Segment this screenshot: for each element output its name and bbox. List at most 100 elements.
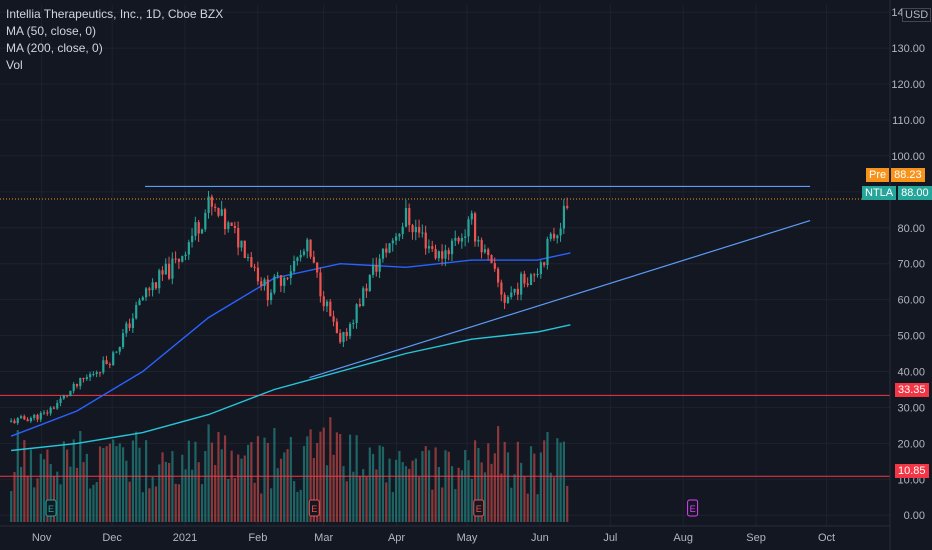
volume-bar — [319, 431, 322, 522]
candle-body — [200, 229, 204, 234]
volume-bar — [286, 449, 289, 522]
volume-bar — [279, 458, 283, 522]
volume-bar — [95, 482, 98, 522]
candle-body — [490, 255, 493, 264]
volume-bar — [223, 435, 227, 522]
candle-body — [493, 263, 496, 269]
volume-bar — [174, 483, 177, 522]
volume-legend[interactable]: Vol — [6, 58, 23, 72]
candle-body — [214, 206, 217, 208]
ascending-trendline[interactable] — [309, 220, 811, 379]
candle-body — [85, 377, 88, 380]
volume-bar — [131, 440, 135, 522]
candle-body — [279, 275, 283, 286]
volume-bar — [470, 478, 473, 522]
candle-body — [26, 419, 29, 422]
volume-bar — [220, 449, 223, 522]
earnings-marker[interactable]: E — [687, 499, 699, 517]
volume-bar — [536, 494, 539, 522]
volume-bar — [309, 429, 312, 522]
trend-lines[interactable] — [145, 185, 811, 379]
candle-body — [533, 274, 536, 276]
ma200-legend[interactable]: MA (200, close, 0) — [6, 41, 103, 55]
y-tick-label: 0.00 — [904, 510, 925, 522]
candle-body — [62, 395, 65, 399]
candle-body — [197, 222, 200, 234]
candle-body — [266, 279, 269, 301]
ma50-legend[interactable]: MA (50, close, 0) — [6, 24, 97, 38]
candle-body — [543, 262, 546, 266]
candle-body — [483, 249, 487, 253]
volume-bar — [191, 469, 194, 522]
volume-bar — [523, 476, 526, 522]
candle-body — [164, 263, 167, 275]
candle-body — [375, 264, 378, 272]
candle-body — [398, 234, 401, 237]
volume-bar — [171, 451, 174, 522]
earnings-marker[interactable]: E — [45, 499, 57, 517]
volume-bar — [539, 452, 542, 522]
volume-bar — [194, 441, 197, 522]
symbol-title[interactable]: Intellia Therapeutics, Inc., 1D, Cboe BZ… — [6, 7, 224, 21]
candle-body — [151, 282, 154, 291]
level-high-tag: 33.35 — [895, 383, 929, 397]
volume-bar — [141, 492, 144, 522]
volume-bar — [214, 464, 217, 522]
candle-body — [302, 251, 306, 255]
volume-bar — [329, 417, 332, 522]
candle-body — [43, 412, 46, 414]
volume-bar — [230, 450, 233, 522]
candle-body — [289, 271, 292, 278]
volume-bar — [381, 446, 385, 522]
candle-body — [207, 196, 210, 213]
volume-bar — [10, 490, 13, 522]
candle-body — [365, 288, 368, 292]
candle-body — [144, 288, 148, 298]
earnings-marker-box — [45, 499, 57, 517]
earnings-marker[interactable]: E — [308, 499, 320, 517]
candle-body — [322, 296, 325, 307]
volume-bar — [421, 451, 424, 522]
candle-body — [260, 281, 263, 287]
volume-bar — [398, 450, 401, 522]
candle-body — [434, 248, 437, 259]
volume-bar — [36, 478, 39, 522]
candle-body — [312, 256, 315, 263]
pre-market-tag: Pre 88.23 — [866, 168, 925, 182]
volume-bar — [487, 443, 490, 522]
candle-body — [237, 227, 240, 248]
volume-bar — [197, 462, 200, 522]
earnings-marker[interactable]: E — [473, 499, 485, 517]
volume-bar — [108, 443, 111, 522]
volume-bar — [306, 436, 309, 522]
candle-body — [283, 277, 286, 286]
volume-bar — [529, 446, 533, 522]
y-tick-label: 70.00 — [897, 259, 925, 271]
volume-bar — [66, 449, 69, 522]
volume-bar — [414, 458, 417, 522]
candle-body — [79, 377, 82, 387]
candle-body — [450, 240, 454, 255]
candle-body — [293, 260, 296, 272]
volume-bar — [362, 469, 365, 522]
volume-bar — [562, 441, 566, 522]
candle-body — [362, 288, 365, 307]
ticker-price-tag: NTLA 88.00 — [862, 186, 932, 200]
volume-bar — [26, 475, 29, 522]
candle-body — [184, 254, 187, 257]
volume-bar — [23, 440, 26, 522]
candle-body — [424, 232, 427, 249]
candle-body — [33, 414, 36, 418]
volume-bar — [559, 442, 562, 522]
time-axis[interactable]: Nov Dec 2021 Feb Mar Apr May Jun Jul Aug Sep Oct — [32, 532, 835, 544]
volume-bar — [401, 462, 404, 522]
candle-body — [520, 273, 523, 295]
volume-bar — [441, 487, 444, 522]
volume-bar — [270, 488, 273, 522]
volume-bar — [339, 433, 342, 522]
candle-body — [72, 383, 75, 391]
currency-label[interactable]: USD — [902, 8, 932, 22]
volume-bar — [82, 462, 85, 522]
x-tick-label: Oct — [818, 532, 835, 544]
